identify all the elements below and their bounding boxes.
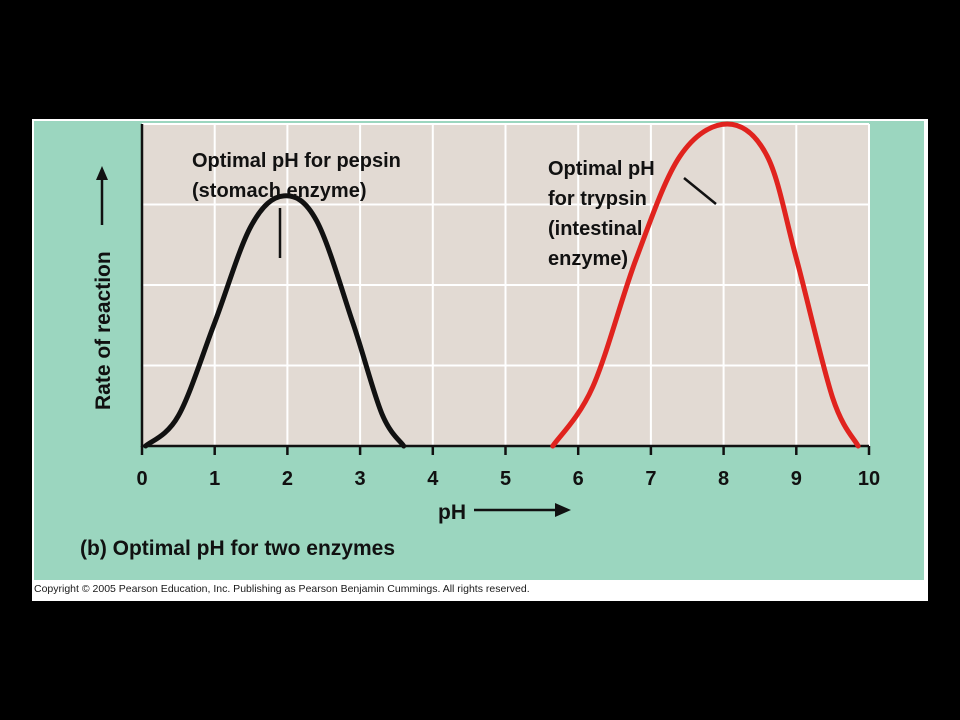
x-tick-label: 7: [645, 468, 656, 490]
copyright-notice: Copyright © 2005 Pearson Education, Inc.…: [34, 583, 530, 595]
pepsin-annotation-line-2: (stomach enzyme): [192, 180, 367, 202]
x-tick-label: 10: [858, 468, 880, 490]
series-group: [143, 121, 861, 449]
x-arrow-head-icon: [555, 503, 571, 517]
x-tick-label: 0: [136, 468, 147, 490]
x-tick-label: 4: [427, 468, 439, 490]
figure-caption: (b) Optimal pH for two enzymes: [80, 537, 395, 560]
x-axis-title: pH: [438, 501, 466, 524]
x-tick-label: 9: [791, 468, 802, 490]
x-tick-label: 2: [282, 468, 293, 490]
pepsin-annotation-line-1: Optimal pH for pepsin: [192, 150, 401, 172]
x-tick-label: 6: [573, 468, 584, 490]
x-tick-label: 3: [355, 468, 366, 490]
trypsin-annotation-line-1: Optimal pH: [548, 158, 655, 180]
trypsin-pointer-line: [683, 177, 717, 205]
y-axis-title: Rate of reaction: [92, 251, 115, 410]
series-line-1: [550, 121, 861, 449]
trypsin-annotation-line-4: enzyme): [548, 248, 628, 270]
trypsin-annotation-line-2: for trypsin: [548, 188, 647, 210]
x-ticks: 0 1 2 3 4 5 6 7 8 9 10: [136, 446, 880, 490]
y-arrow-head-icon: [96, 166, 108, 180]
y-axis-title-group: Rate of reaction: [92, 166, 115, 410]
x-tick-label: 5: [500, 468, 511, 490]
x-tick-label: 8: [718, 468, 729, 490]
x-tick-label: 1: [209, 468, 220, 490]
series-line-0: [143, 193, 407, 449]
trypsin-annotation-line-3: (intestinal: [548, 218, 642, 240]
